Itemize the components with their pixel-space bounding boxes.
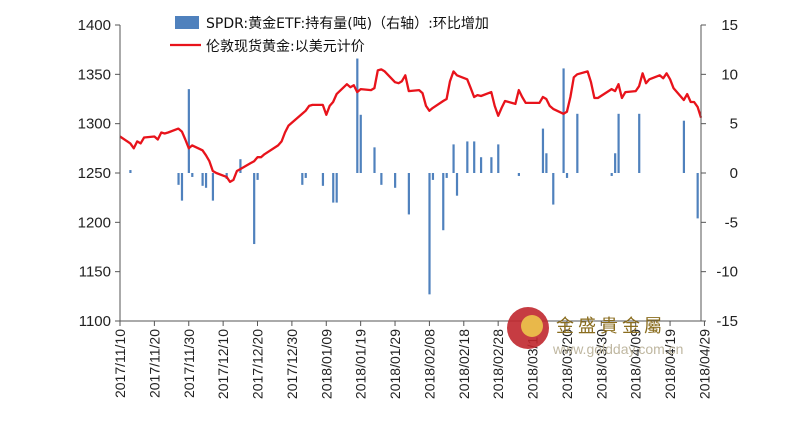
bar: [301, 173, 304, 185]
bar: [321, 173, 325, 186]
bar: [617, 113, 620, 173]
legend-line-label: 伦敦现货黄金:以美元计价: [206, 38, 365, 55]
x-tick-label: 2018/04/29: [696, 329, 712, 399]
left-tick-label: 1200: [78, 214, 111, 231]
bar: [380, 173, 383, 185]
bar: [407, 173, 410, 215]
bar: [187, 89, 190, 173]
bar: [490, 157, 493, 173]
bar: [614, 153, 617, 173]
brand-url-text: www.goldday.com.cn: [552, 341, 683, 357]
bar: [696, 173, 699, 219]
legend-bar-swatch: [175, 16, 199, 29]
bar: [335, 173, 338, 203]
bar: [177, 173, 180, 185]
right-tick-label: 10: [721, 66, 738, 83]
x-tick-label: 2017/12/20: [250, 329, 266, 399]
bar: [562, 68, 565, 173]
bar: [431, 173, 435, 180]
left-tick-label: 1150: [79, 264, 111, 281]
x-tick-label: 2017/11/20: [146, 329, 162, 398]
x-tick-label: 2017/12/30: [284, 329, 300, 399]
bar: [610, 173, 613, 176]
bar: [304, 173, 307, 178]
brand-logo-inner: [521, 315, 543, 337]
x-tick-label: 2018/01/19: [353, 329, 369, 399]
bar: [466, 141, 469, 173]
x-tick-label: 2018/04/09: [628, 329, 644, 399]
legend: SPDR:黄金ETF:持有量(吨)（右轴）:环比增加 伦敦现货黄金:以美元计价: [170, 15, 489, 55]
bar: [211, 173, 215, 201]
x-tick-label: 2018/01/09: [318, 329, 334, 399]
left-tick-label: 1300: [78, 116, 111, 133]
bar: [576, 113, 579, 173]
right-tick-label: 15: [721, 17, 738, 34]
bar: [479, 157, 483, 173]
x-tick-label: 2017/11/10: [112, 329, 128, 398]
watermark: 金盛貴金屬 www.goldday.com.cn: [507, 307, 683, 357]
bar: [552, 173, 555, 205]
bar: [359, 114, 362, 173]
bar: [180, 173, 184, 201]
bar: [356, 58, 359, 174]
left-tick-label: 1400: [78, 17, 111, 34]
bar: [428, 173, 431, 295]
bar: [452, 144, 455, 173]
bar-series: [129, 58, 699, 295]
bar: [445, 173, 448, 178]
x-tick-label: 2017/12/10: [215, 329, 231, 399]
right-tick-label: -10: [716, 264, 738, 281]
brand-name-text: 金盛貴金屬: [556, 316, 666, 337]
bar: [239, 159, 242, 173]
bar: [517, 173, 520, 176]
bar: [201, 173, 204, 186]
bar: [473, 141, 476, 173]
x-tick-label: 2018/03/30: [593, 329, 609, 399]
bar: [373, 147, 376, 173]
right-tick-label: -15: [716, 313, 738, 330]
right-tick-label: 0: [730, 165, 738, 182]
bar: [541, 128, 545, 173]
x-tick-label: 2018/03/20: [559, 329, 575, 399]
bar: [394, 173, 397, 188]
bar: [545, 153, 548, 173]
left-tick-label: 1350: [78, 66, 111, 83]
bar: [638, 113, 641, 173]
bar: [253, 173, 256, 245]
bar: [256, 173, 259, 180]
bar: [332, 173, 335, 203]
bar: [129, 170, 132, 173]
right-tick-label: -5: [725, 214, 738, 231]
bar: [191, 173, 194, 177]
x-tick-label: 2018/01/29: [387, 329, 403, 399]
bar: [455, 173, 459, 196]
bar: [682, 120, 686, 173]
legend-bar-label: SPDR:黄金ETF:持有量(吨)（右轴）:环比增加: [206, 15, 489, 32]
bar: [497, 144, 500, 173]
line-series-london-gold: [119, 68, 703, 184]
x-tick-label: 2018/02/28: [490, 329, 506, 399]
bar: [442, 173, 445, 231]
x-tick-label: 2018/02/08: [421, 329, 437, 399]
bar: [565, 173, 569, 178]
left-tick-label: 1250: [78, 165, 111, 182]
x-tick-label: 2018/04/19: [662, 329, 678, 399]
x-tick-label: 2017/11/30: [181, 329, 197, 398]
x-tick-label: 2018/02/18: [456, 329, 472, 399]
bar: [204, 173, 208, 188]
right-tick-label: 5: [730, 116, 738, 133]
left-tick-label: 1100: [79, 313, 111, 330]
